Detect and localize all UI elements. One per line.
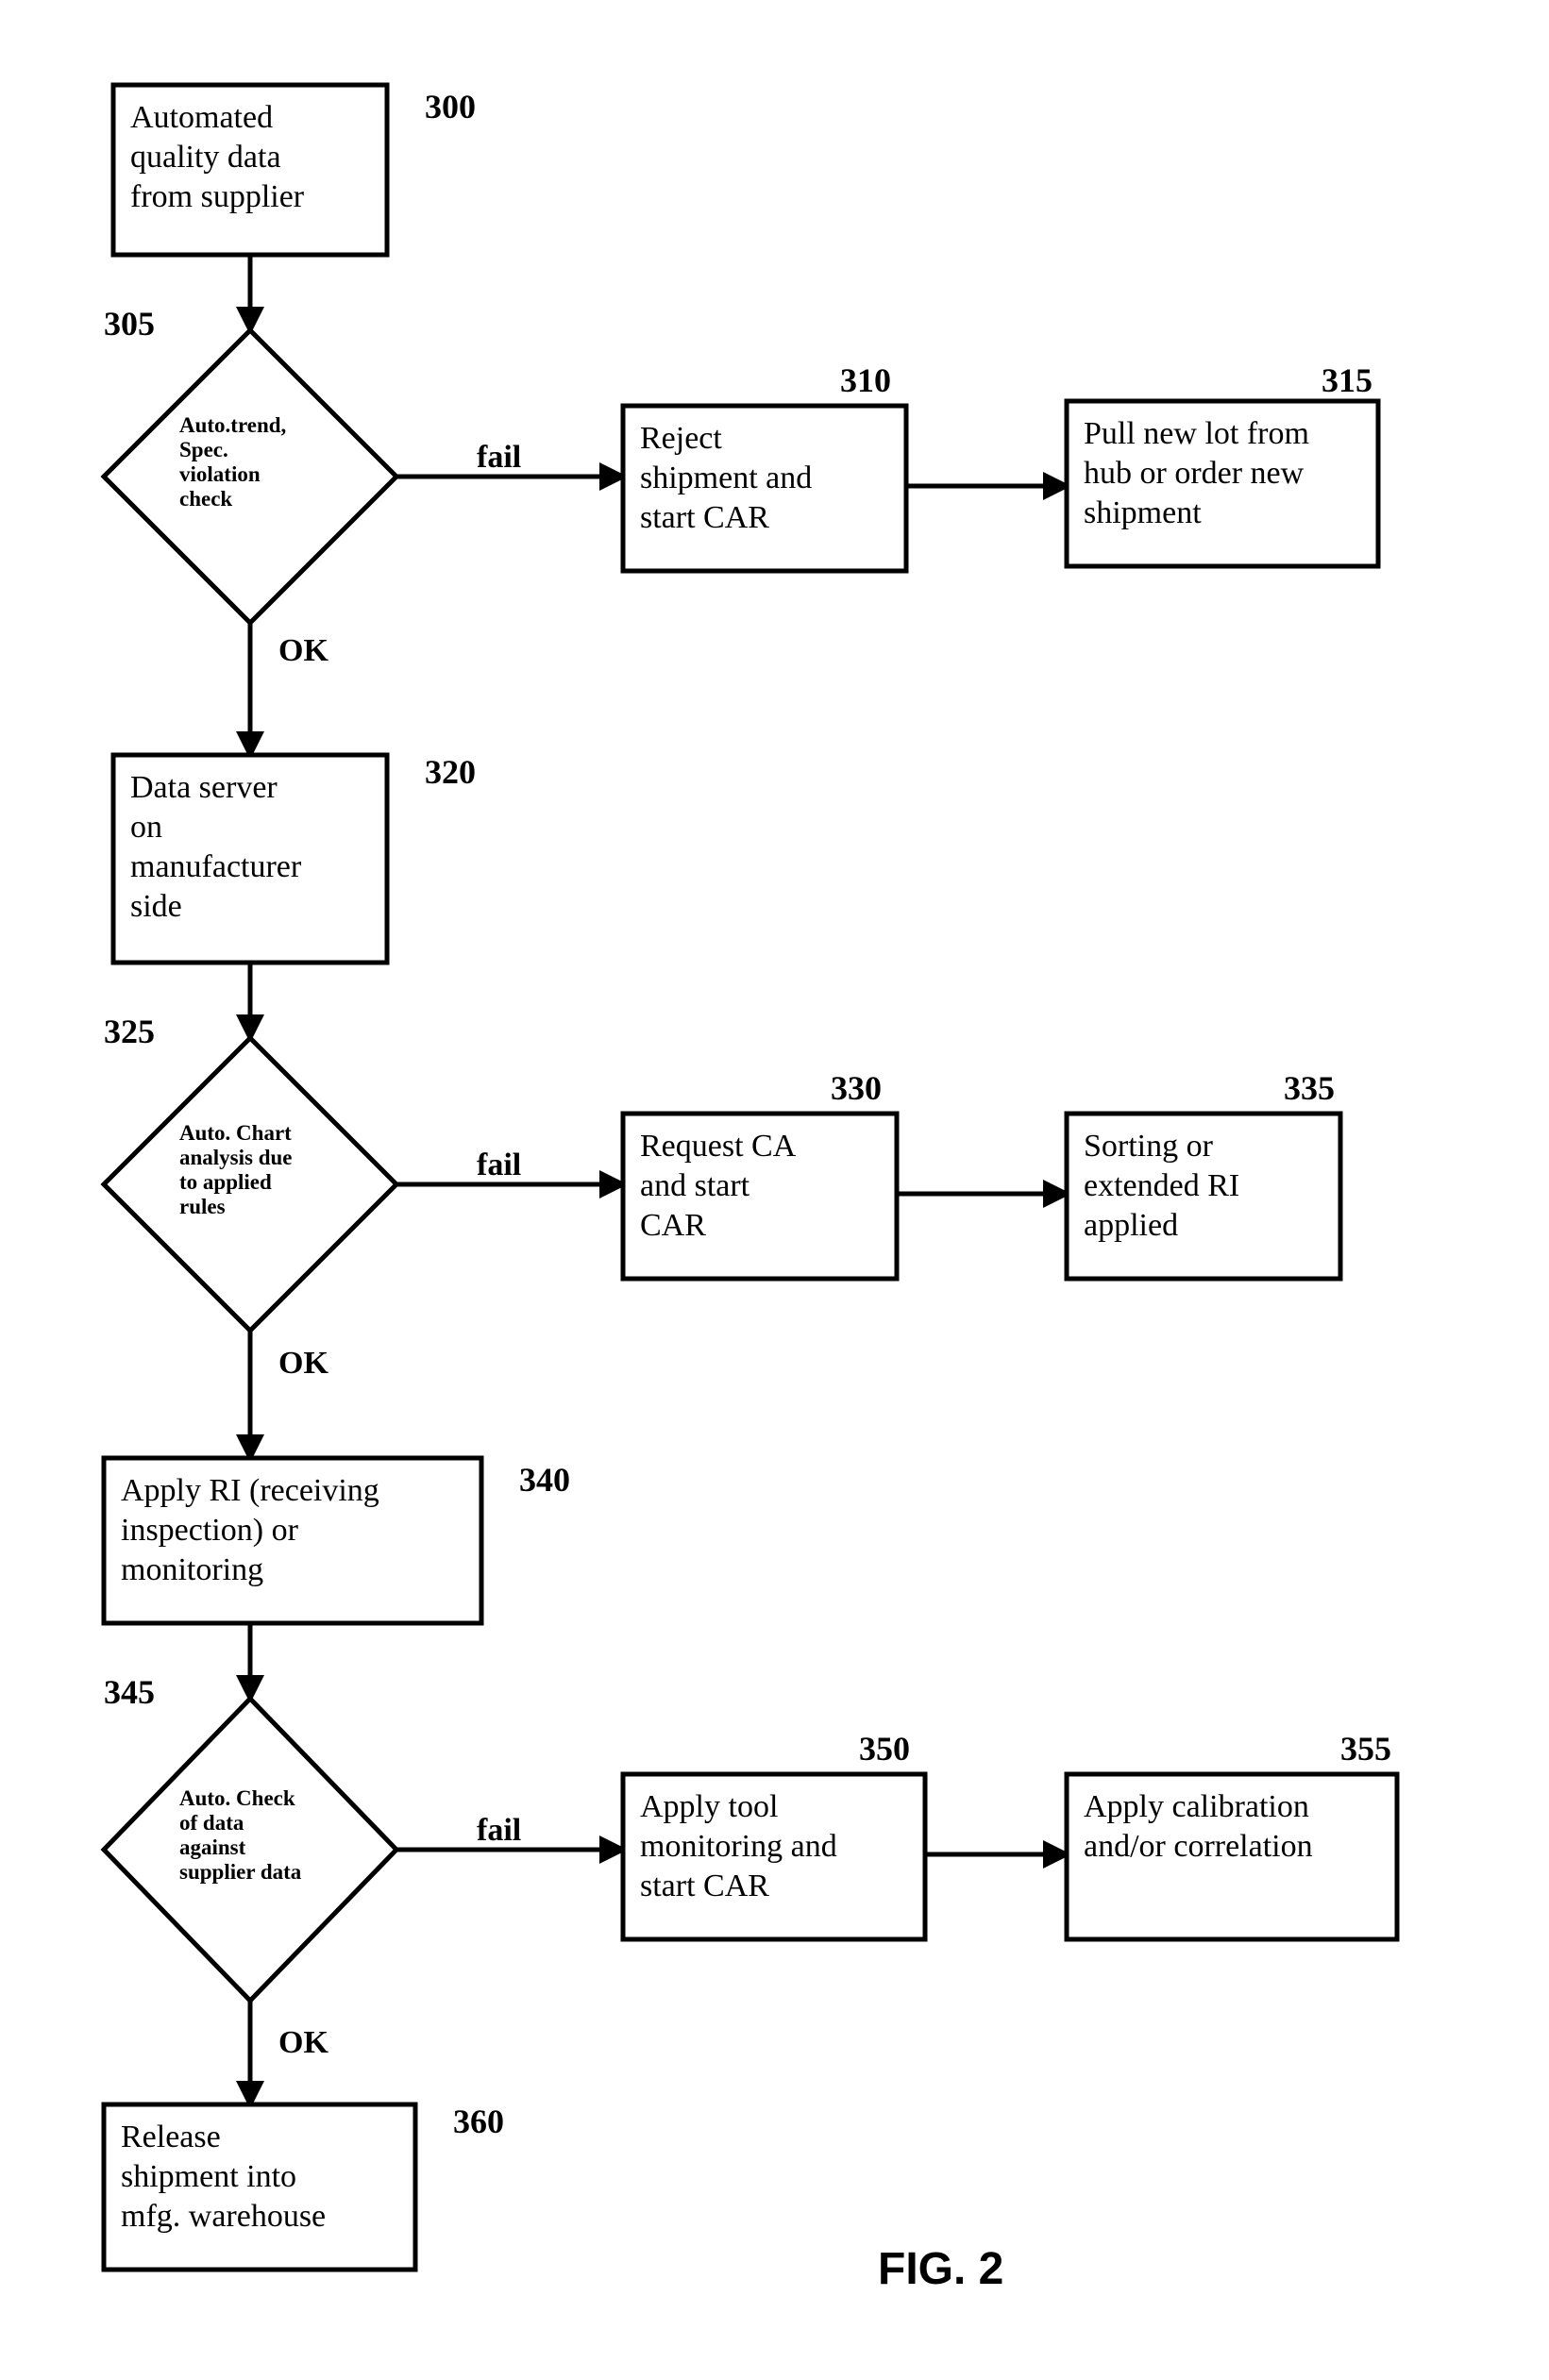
node-number: 345	[104, 1673, 155, 1711]
node-number: 335	[1284, 1069, 1335, 1107]
node-n345: 345	[104, 1673, 396, 2001]
node-number: 300	[425, 88, 476, 126]
edge-label: OK	[278, 1346, 328, 1381]
node-number: 325	[104, 1013, 155, 1050]
node-number: 305	[104, 305, 155, 343]
edge-label: OK	[278, 633, 328, 668]
node-number: 350	[859, 1730, 910, 1768]
node-number: 310	[840, 361, 891, 399]
node-number: 355	[1340, 1730, 1391, 1768]
node-number: 315	[1322, 361, 1372, 399]
node-number: 330	[831, 1069, 882, 1107]
node-number: 340	[519, 1461, 570, 1499]
figure-label: FIG. 2	[878, 2244, 1003, 2294]
edge-label: fail	[477, 1813, 521, 1848]
edge-label: fail	[477, 1148, 521, 1182]
node-number: 360	[453, 2103, 504, 2140]
edge-label: fail	[477, 440, 521, 475]
node-number: 320	[425, 753, 476, 791]
edge-label: OK	[278, 2025, 328, 2060]
